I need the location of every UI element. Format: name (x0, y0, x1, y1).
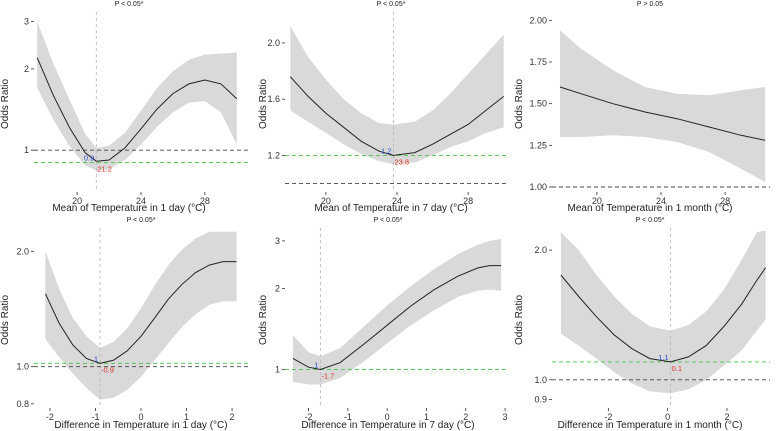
y-tick-label: 2.0 (267, 38, 280, 48)
y-tick-label: 0.8 (16, 399, 29, 409)
x-tick-label: -2 (305, 412, 313, 422)
or-curve (559, 86, 766, 141)
or-curve (292, 265, 502, 371)
panel-5: P < 0.05* Odds Ratio Difference in Tempe… (258, 217, 509, 431)
y-tick-label: 3 (24, 16, 29, 26)
panel-6-title: P < 0.05* (636, 217, 665, 224)
y-tick-label: 3 (275, 236, 280, 246)
panel-1-title: P < 0.05* (115, 1, 144, 8)
y-tick-label: 1.0 (16, 362, 29, 372)
or-curve (289, 76, 505, 156)
panel-4-xlabel: Difference in Temperature in 1 day (°C) (54, 420, 227, 431)
min-or-label: 1 (94, 354, 98, 363)
min-temp-label: 23.8 (394, 157, 409, 166)
y-tick-label: 1 (275, 365, 280, 375)
y-tick-label: 2.0 (534, 245, 547, 255)
x-tick-label: -2 (604, 412, 612, 422)
x-tick-label: 1 (424, 412, 429, 422)
x-tick-label: 24 (392, 196, 402, 206)
confidence-band (560, 230, 766, 394)
min-temp-label: -1.7 (321, 372, 334, 381)
confidence-band (290, 26, 504, 164)
or-curve (44, 261, 237, 364)
y-tick-label: 1.25 (529, 140, 547, 150)
panel-3-title: P > 0.05 (637, 1, 663, 8)
x-tick-label: 28 (463, 196, 473, 206)
panel-2-ylabel: Odds Ratio (258, 79, 269, 129)
y-tick-label: 2 (275, 283, 280, 293)
panel-6-xlabel: Difference in Temperature in 1 month (°C… (558, 420, 743, 431)
confidence-band (37, 21, 237, 171)
min-or-label: 0.9 (84, 154, 94, 163)
panel-5-xlabel: Difference in Temperature in 7 day (°C) (301, 420, 474, 431)
y-tick-label: 1.50 (529, 99, 547, 109)
panel-4-ylabel: Odds Ratio (0, 295, 11, 345)
panel-3-xlabel: Mean of Temperature in 1 month (°C) (568, 203, 733, 214)
y-tick-label: 1.6 (267, 94, 280, 104)
x-tick-label: -1 (91, 412, 99, 422)
y-tick-label: 2.00 (529, 15, 547, 25)
x-tick-label: -2 (46, 412, 54, 422)
x-tick-label: 20 (321, 196, 331, 206)
x-tick-label: 0 (665, 412, 670, 422)
x-tick-label: 1 (184, 412, 189, 422)
y-tick-label: 1.0 (534, 375, 547, 385)
confidence-band (45, 231, 237, 400)
x-tick-label: 24 (656, 196, 666, 206)
y-tick-label: 0.9 (534, 394, 547, 404)
min-or-label: 1.2 (381, 146, 391, 155)
x-tick-label: 20 (592, 196, 602, 206)
panel-6-ylabel: Odds Ratio (514, 295, 525, 345)
x-tick-label: -1 (344, 412, 352, 422)
panel-2: P < 0.05* Odds Ratio Mean of Temperature… (258, 1, 509, 214)
panel-2-xlabel: Mean of Temperature in 7 day (°C) (314, 203, 467, 214)
x-tick-label: 0 (138, 412, 143, 422)
confidence-band (292, 239, 502, 385)
x-tick-label: 2 (463, 412, 468, 422)
min-or-label: 1 (314, 361, 318, 370)
y-tick-label: 1.00 (529, 182, 547, 192)
panel-1-xlabel: Mean of Temperature in 1 day (°C) (52, 203, 205, 214)
y-tick-label: 2.0 (16, 246, 29, 256)
panel-5-ylabel: Odds Ratio (258, 295, 269, 345)
min-temp-label: 21.2 (97, 165, 112, 174)
x-tick-label: 24 (136, 196, 146, 206)
min-temp-label: 0.1 (672, 364, 682, 373)
min-or-label: 1.1 (658, 353, 668, 362)
min-temp-label: -0.9 (101, 365, 114, 374)
panel-3-ylabel: Odds Ratio (514, 79, 525, 129)
x-tick-label: 20 (72, 196, 82, 206)
panel-1: P < 0.05* Odds Ratio Mean of Temperature… (0, 1, 248, 214)
y-tick-label: 1 (24, 145, 29, 155)
x-tick-label: 3 (503, 412, 508, 422)
panel-2-title: P < 0.05* (377, 1, 406, 8)
x-tick-label: 2 (230, 412, 235, 422)
panel-4: P < 0.05* Odds Ratio Difference in Tempe… (0, 217, 248, 431)
or-curve (560, 267, 767, 363)
panel-1-ylabel: Odds Ratio (0, 79, 11, 129)
y-tick-label: 1.2 (267, 150, 280, 160)
x-tick-label: 28 (200, 196, 210, 206)
x-tick-label: 0 (385, 412, 390, 422)
x-tick-label: 2 (724, 412, 729, 422)
confidence-band (560, 30, 766, 182)
panel-3: P > 0.05 Odds Ratio Mean of Temperature … (514, 1, 770, 214)
panel-5-title: P < 0.05* (374, 217, 403, 224)
or-curve (36, 57, 238, 162)
x-tick-label: 28 (720, 196, 730, 206)
panel-6: P < 0.05* Odds Ratio Difference in Tempe… (514, 217, 770, 431)
y-tick-label: 1.75 (529, 57, 547, 67)
panel-4-title: P < 0.05* (127, 217, 156, 224)
y-tick-label: 2 (24, 64, 29, 74)
